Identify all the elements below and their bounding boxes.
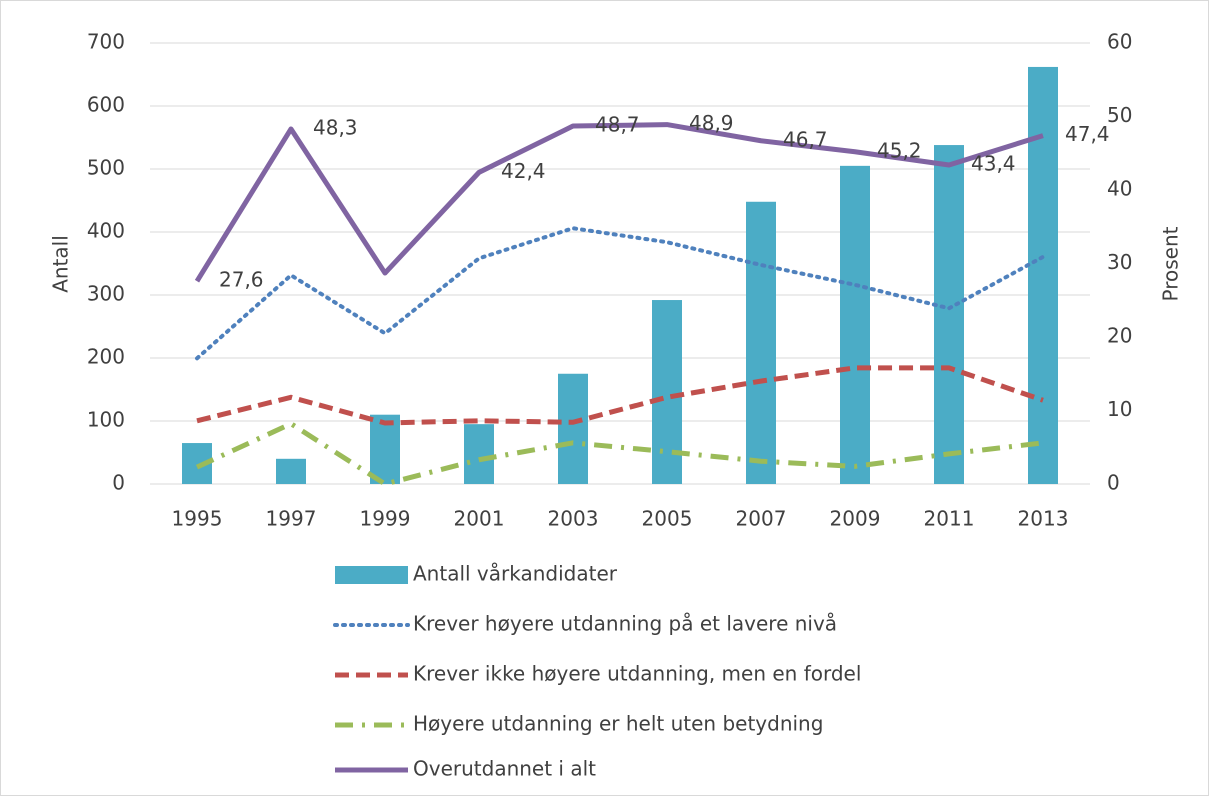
x-tick-label: 2009 bbox=[830, 507, 881, 531]
y2-tick-label: 30 bbox=[1107, 250, 1132, 274]
bar bbox=[934, 145, 964, 484]
y2-tick-label: 40 bbox=[1107, 177, 1132, 201]
legend-label: Overutdannet i alt bbox=[413, 757, 596, 781]
x-tick-label: 2001 bbox=[454, 507, 505, 531]
x-tick-label: 2011 bbox=[924, 507, 975, 531]
bar bbox=[558, 373, 588, 484]
data-label: 47,4 bbox=[1065, 122, 1110, 146]
line bbox=[195, 421, 1044, 487]
data-label: 48,9 bbox=[689, 111, 734, 135]
y-tick-label: 0 bbox=[112, 471, 125, 495]
data-label: 46,7 bbox=[783, 127, 828, 151]
legend-label: Høyere utdanning er helt uten betydning bbox=[413, 712, 823, 736]
bar bbox=[1028, 66, 1058, 484]
y-tick-label: 700 bbox=[87, 30, 125, 54]
x-tick-label: 2005 bbox=[642, 507, 693, 531]
x-tick-label: 2007 bbox=[736, 507, 787, 531]
y-tick-label: 400 bbox=[87, 219, 125, 243]
legend-label: Antall vårkandidater bbox=[413, 562, 618, 586]
line bbox=[196, 365, 1044, 426]
bar bbox=[464, 424, 494, 484]
data-label: 48,7 bbox=[595, 113, 640, 137]
bar bbox=[746, 201, 776, 484]
x-tick-label: 2003 bbox=[548, 507, 599, 531]
y-tick-label: 600 bbox=[87, 93, 125, 117]
data-label: 42,4 bbox=[501, 159, 546, 183]
y2-tick-label: 60 bbox=[1107, 30, 1132, 54]
y-tick-label: 300 bbox=[87, 282, 125, 306]
x-tick-label: 1995 bbox=[172, 507, 223, 531]
y-tick-label: 200 bbox=[87, 345, 125, 369]
bar bbox=[840, 165, 870, 484]
line bbox=[194, 122, 1044, 283]
bar bbox=[276, 458, 306, 484]
y2-tick-label: 10 bbox=[1107, 397, 1132, 421]
legend-label: Krever høyere utdanning på et lavere niv… bbox=[413, 612, 837, 636]
y-axis-label: Antall bbox=[49, 235, 73, 293]
x-tick-label: 1999 bbox=[360, 507, 411, 531]
legend-swatch bbox=[335, 566, 408, 584]
data-label: 27,6 bbox=[219, 268, 264, 292]
y2-tick-label: 50 bbox=[1107, 103, 1132, 127]
y-tick-label: 100 bbox=[87, 408, 125, 432]
y2-axis-label: Prosent bbox=[1159, 226, 1183, 301]
y-tick-label: 500 bbox=[87, 156, 125, 180]
x-tick-label: 2013 bbox=[1018, 507, 1069, 531]
data-label: 43,4 bbox=[971, 152, 1016, 176]
line bbox=[195, 226, 1045, 361]
y2-tick-label: 0 bbox=[1107, 471, 1120, 495]
data-label: 45,2 bbox=[877, 138, 922, 162]
data-label: 48,3 bbox=[313, 115, 358, 139]
x-tick-label: 1997 bbox=[266, 507, 317, 531]
legend-label: Krever ikke høyere utdanning, men en for… bbox=[413, 662, 861, 686]
bar bbox=[652, 300, 682, 484]
y2-tick-label: 20 bbox=[1107, 324, 1132, 348]
bar bbox=[370, 414, 400, 484]
